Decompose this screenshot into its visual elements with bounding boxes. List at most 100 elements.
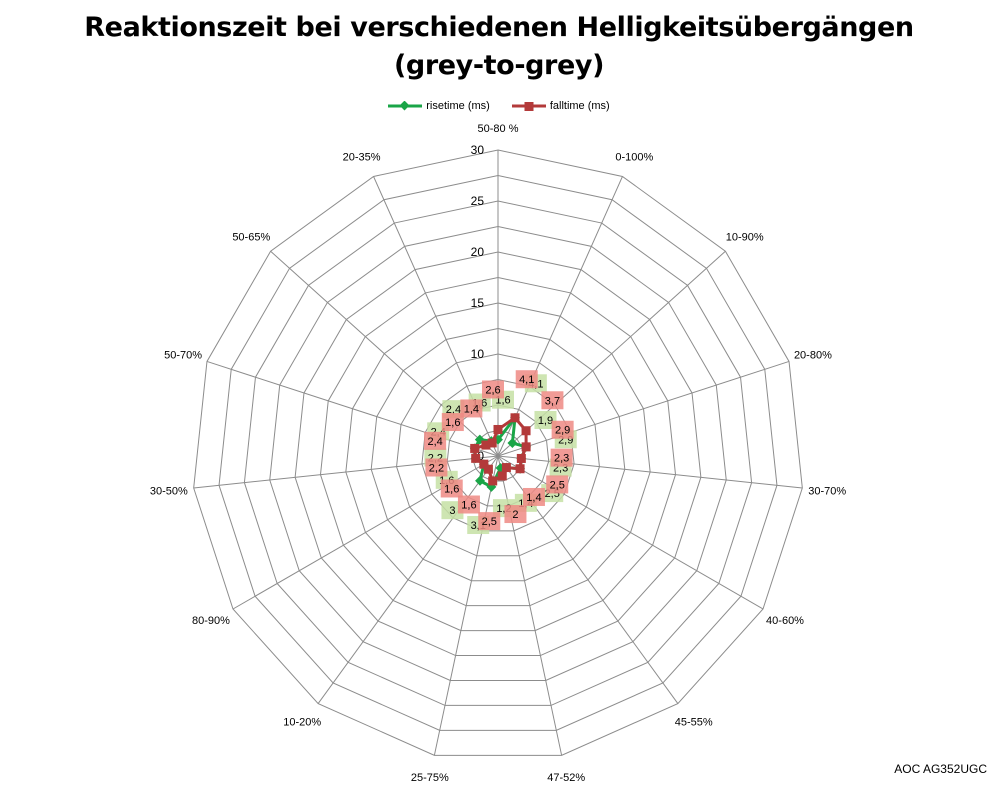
category-label: 80-90% [192, 615, 230, 627]
grid-ring [319, 276, 677, 632]
grid-ring [218, 174, 778, 731]
grid-ring [370, 327, 626, 582]
falltime-data-label: 1,4 [526, 492, 541, 504]
grid-spoke [270, 250, 499, 457]
r-tick-label: 20 [471, 245, 485, 259]
falltime-label-box [541, 391, 564, 410]
risetime-point [507, 438, 518, 448]
falltime-label-box [424, 431, 447, 450]
grid-spoke [497, 455, 803, 489]
falltime-label-box [425, 458, 448, 477]
falltime-data-label: 4,1 [519, 374, 534, 386]
falltime-point [493, 424, 503, 434]
grid-spoke [433, 455, 499, 756]
grid-spoke [497, 176, 623, 457]
category-label: 47-52% [547, 772, 585, 784]
category-label: 45-55% [675, 716, 713, 728]
falltime-data-label: 1,4 [464, 403, 479, 415]
grid-ring [396, 353, 600, 557]
category-label: 50-65% [232, 232, 270, 244]
risetime-legend-marker [388, 101, 423, 111]
falltime-point [501, 463, 511, 473]
legend-label-risetime: risetime (ms) [426, 100, 490, 112]
falltime-point [521, 426, 531, 436]
category-label: 30-70% [808, 485, 846, 497]
legend-label-falltime: falltime (ms) [549, 100, 610, 112]
credit-text: AOC AG352UGC [894, 762, 987, 776]
series-line-falltime [473, 416, 528, 483]
falltime-label-box [482, 380, 504, 399]
falltime-point [470, 443, 480, 453]
category-label: 20-35% [343, 151, 381, 163]
grid-ring [294, 251, 702, 657]
r-tick-label: 15 [471, 296, 485, 310]
category-label: 10-20% [283, 716, 321, 728]
falltime-data-label: 2 [512, 509, 518, 521]
grid-ring [193, 149, 803, 756]
grid-ring [269, 225, 727, 681]
grid-spoke [497, 360, 790, 457]
category-label: 40-60% [766, 615, 804, 627]
risetime-label-box [534, 410, 557, 429]
falltime-point [510, 413, 520, 423]
category-label: 30-50% [150, 485, 188, 497]
falltime-point [521, 442, 531, 452]
falltime-data-label: 2,4 [427, 436, 442, 448]
grid-spoke [206, 360, 499, 457]
falltime-point [497, 471, 507, 481]
falltime-point [488, 476, 498, 486]
grid-spoke [497, 455, 764, 610]
falltime-data-label: 2,6 [485, 384, 500, 396]
falltime-label-box [551, 420, 574, 439]
falltime-data-label: 2,3 [554, 453, 569, 465]
category-label: 10-90% [726, 232, 764, 244]
falltime-label-box [504, 505, 527, 524]
falltime-point [487, 438, 497, 448]
category-label: 50-70% [164, 350, 202, 362]
falltime-label-box [546, 475, 569, 494]
falltime-point [481, 440, 491, 450]
falltime-label-box [457, 495, 480, 514]
grid-ring [243, 200, 753, 706]
falltime-label-box [460, 399, 483, 418]
chart-title-line-2: (grey-to-grey) [393, 50, 605, 81]
falltime-point [516, 453, 526, 463]
category-label: 50-80 % [478, 123, 519, 135]
falltime-point [515, 464, 525, 474]
falltime-legend-marker [511, 102, 546, 111]
legend-item-risetime: risetime (ms) [388, 100, 490, 112]
falltime-label-box [550, 448, 573, 467]
chart-title-line-1: Reaktionszeit bei verschiedenen Helligke… [84, 12, 914, 43]
category-label: 25-75% [411, 772, 449, 784]
risetime-point [475, 475, 485, 486]
risetime-data-label: 1,9 [538, 415, 553, 427]
category-label: 0-100% [615, 151, 653, 163]
falltime-data-label: 2,9 [555, 425, 570, 437]
risetime-data-label: 3 [449, 505, 455, 517]
falltime-data-label: 1,6 [444, 483, 459, 495]
falltime-point [483, 464, 493, 474]
category-label: 20-80% [794, 350, 832, 362]
falltime-data-label: 1,6 [461, 500, 476, 512]
falltime-point [479, 459, 489, 469]
r-tick-label: 10 [471, 347, 485, 361]
falltime-label-box [440, 479, 463, 498]
falltime-label-box [515, 370, 538, 389]
falltime-point [471, 453, 481, 463]
falltime-label-box [522, 487, 545, 506]
grid-spoke [232, 455, 499, 610]
falltime-data-label: 3,7 [545, 395, 560, 407]
grid-spoke [497, 250, 726, 457]
r-tick-label: 30 [471, 143, 485, 157]
legend-item-falltime: falltime (ms) [511, 100, 610, 112]
r-tick-label: 25 [471, 194, 485, 208]
falltime-data-label: 2,5 [550, 479, 565, 491]
falltime-label-box [478, 512, 501, 531]
r-tick-label: 0 [477, 449, 484, 463]
falltime-label-box [441, 413, 464, 432]
falltime-data-label: 1,6 [445, 417, 460, 429]
grid-ring [345, 302, 651, 607]
falltime-data-label: 2,5 [482, 516, 497, 528]
grid-spoke [317, 455, 499, 704]
